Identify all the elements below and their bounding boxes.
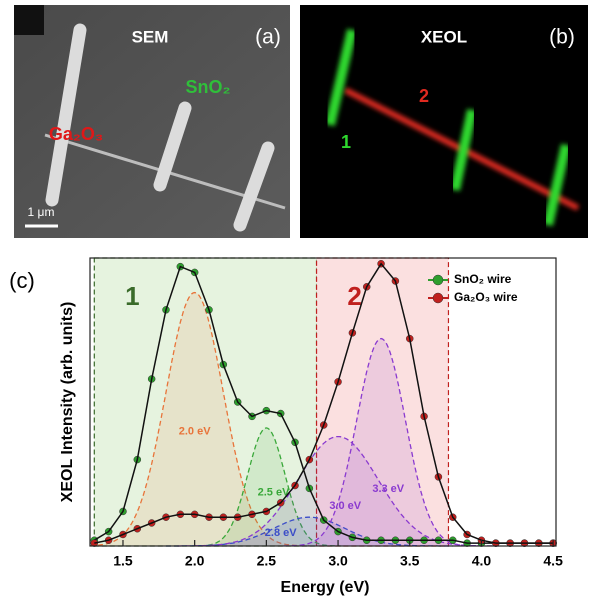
fit-label: 2.8 eV <box>265 527 297 539</box>
fit-curve <box>191 427 341 547</box>
x-tick-label: 2.0 <box>185 553 205 569</box>
wire-label: 2 <box>419 86 429 106</box>
fit-label: 2.5 eV <box>258 487 290 499</box>
x-tick-label: 1.5 <box>113 553 133 569</box>
material-label: SnO₂ <box>186 77 231 97</box>
sno2-rod <box>153 101 192 192</box>
x-tick-label: 2.5 <box>257 553 277 569</box>
panel-label: (a) <box>255 26 281 49</box>
fit-area <box>191 427 341 546</box>
sno2-rod <box>233 141 275 232</box>
panel-b: XEOL (b) 1 2 <box>300 5 588 238</box>
fit-label: 3.3 eV <box>372 483 404 495</box>
panel-title: SEM <box>132 27 169 46</box>
panel-title: XEOL <box>421 27 467 46</box>
series-line <box>94 262 554 544</box>
fit-area <box>165 517 453 546</box>
corner-mark <box>14 5 44 35</box>
panel-label: (c) <box>9 268 35 293</box>
panel-label: (b) <box>549 26 575 49</box>
scale-bar-label: 1 μm <box>28 205 55 219</box>
y-axis-label: XEOL Intensity (arb. units) <box>59 302 76 503</box>
fit-curve <box>89 291 310 547</box>
region-label: 1 <box>125 281 139 311</box>
fit-label: 2.0 eV <box>179 426 211 438</box>
legend-label: Ga₂O₃ wire <box>454 290 518 304</box>
legend-marker <box>432 274 444 286</box>
plot-frame <box>89 257 557 547</box>
panel-a: SEM (a) SnO₂ Ga₂O₃ 1 μm <box>14 5 290 238</box>
green-emission <box>325 28 357 127</box>
sno2-rod <box>45 23 87 207</box>
fit-curve <box>166 516 453 547</box>
legend-marker <box>432 292 444 304</box>
fit-area <box>283 338 479 546</box>
fit-area <box>90 292 310 546</box>
region-label: 2 <box>347 281 361 311</box>
x-tick-label: 3.5 <box>400 553 420 569</box>
fit-curve <box>177 435 499 547</box>
legend-label: SnO₂ wire <box>454 272 512 286</box>
green-emission <box>543 143 571 227</box>
series-line <box>93 265 554 544</box>
x-tick-label: 3.0 <box>328 553 348 569</box>
x-axis-label: Energy (eV) <box>281 579 370 596</box>
green-emission <box>450 108 477 192</box>
x-tick-label: 4.5 <box>543 553 563 569</box>
fit-area <box>177 436 499 546</box>
material-label: Ga₂O₃ <box>49 124 103 144</box>
x-tick-label: 4.0 <box>472 553 492 569</box>
region <box>93 257 318 547</box>
wire-label: 1 <box>341 132 351 152</box>
